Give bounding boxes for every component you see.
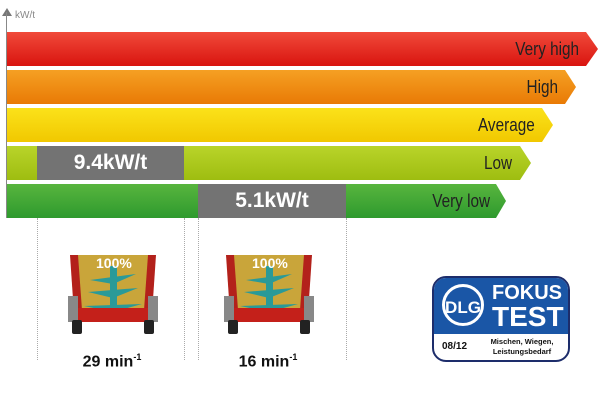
rpm-exponent: -1	[289, 352, 298, 362]
bar-average	[7, 108, 553, 142]
level-label-average: Average	[478, 115, 535, 135]
divider	[346, 218, 347, 360]
measurement-value-2: 5.1kW/t	[198, 184, 346, 218]
divider	[184, 218, 185, 360]
level-label-high: High	[526, 77, 558, 97]
rpm-label-1: 29 min-1	[52, 352, 172, 371]
badge-title-2: TEST	[492, 301, 564, 332]
rpm-value: 29 min	[82, 353, 134, 371]
level-label-very-low: Very low	[432, 191, 490, 211]
badge-desc-line: Mischen, Wiegen,	[490, 337, 554, 346]
badge-date: 08/12	[442, 341, 468, 352]
bar-high	[7, 70, 576, 104]
level-label-very-high: Very high	[515, 39, 579, 59]
badge-description: Mischen, Wiegen, Leistungsbedarf	[480, 337, 564, 357]
rpm-value: 16 min	[238, 353, 290, 371]
divider	[198, 218, 199, 360]
badge-desc-line: Leistungsbedarf	[492, 347, 552, 356]
rpm-exponent: -1	[133, 352, 142, 362]
dlg-logo: DLG	[442, 284, 484, 326]
measurement-value-1: 9.4kW/t	[37, 146, 184, 180]
level-bars	[7, 32, 598, 218]
dlg-fokus-test-badge: DLG FOKUS TEST 08/12 Mischen, Wiegen, Lei…	[432, 276, 570, 362]
fill-level-1: 100%	[96, 255, 132, 271]
badge-title-1: FOKUS	[492, 282, 562, 304]
axis-unit: kW/t	[15, 10, 35, 21]
mixer-illustration-2	[224, 252, 314, 334]
rpm-label-2: 16 min-1	[208, 352, 328, 371]
y-axis	[6, 12, 7, 218]
fill-level-2: 100%	[252, 255, 288, 271]
axis-arrow-icon	[2, 8, 12, 16]
divider	[37, 218, 38, 360]
level-label-low: Low	[483, 153, 512, 173]
mixer-illustration-1	[68, 252, 158, 334]
bar-very-high	[7, 32, 598, 66]
